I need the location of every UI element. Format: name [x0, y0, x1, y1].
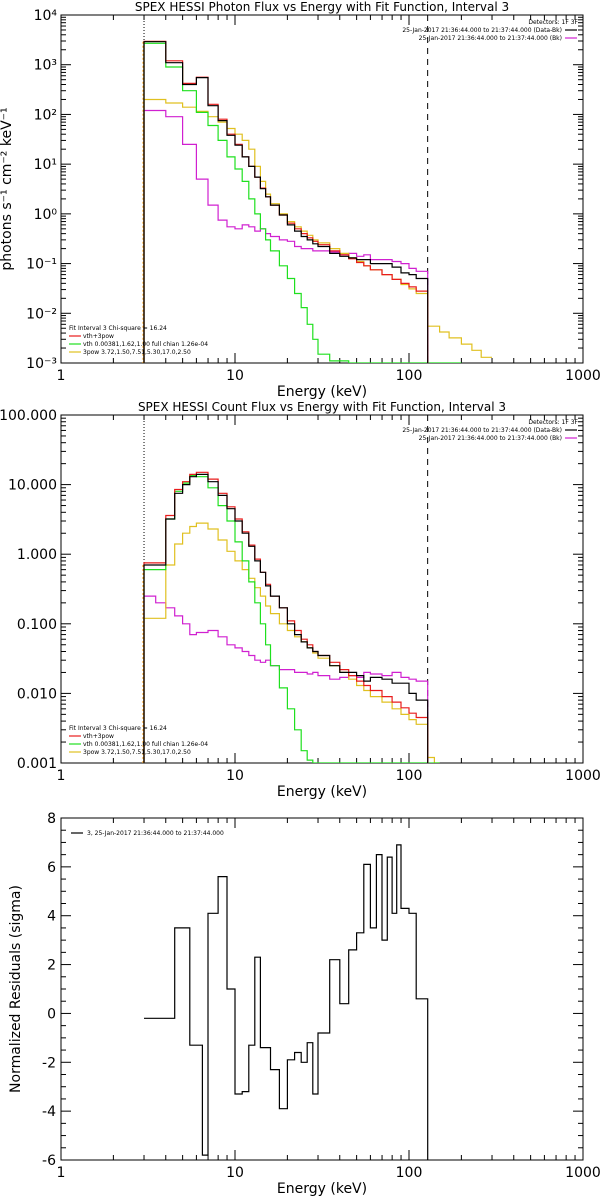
residual-legend: 3, 25-Jan-2017 21:36:44.000 to 21:37:44.…: [87, 830, 224, 837]
y-tick-label: 1.000: [17, 547, 57, 563]
y-tick-label: 0.001: [17, 756, 57, 772]
series-data-bk-line: [143, 41, 429, 363]
x-tick-label: 1000: [565, 1165, 600, 1181]
detectors-label: Detectors: 1F 3F: [528, 419, 578, 426]
y-tick-label: 2: [47, 958, 56, 974]
fit-legend-entry: vth+3pow: [83, 733, 114, 740]
x-tick-label: 10: [226, 1165, 244, 1181]
x-tick-label: 100: [396, 768, 423, 784]
series-3pow-line: [143, 98, 428, 363]
y-tick-label: 0.100: [17, 617, 57, 633]
y-tick-label: 10⁻¹: [26, 257, 57, 273]
fit-legend-entry: vth 0.00381,1.62,1.00 full chian 1.26e-0…: [83, 341, 208, 348]
y-tick-label: 10⁻³: [26, 356, 57, 372]
x-tick-label: 1000: [565, 368, 600, 384]
legend-top-entry: 25-Jan-2017 21:36:44.000 to 21:37:44.000…: [419, 435, 562, 442]
x-tick-label: 1: [57, 368, 66, 384]
y-tick-label: 4: [47, 909, 56, 925]
y-tick-label: -4: [42, 1104, 56, 1120]
x-axis-label: Energy (keV): [277, 384, 367, 400]
x-tick-label: 100: [396, 368, 423, 384]
detectors-label: Detectors: 1F 3F: [528, 19, 578, 26]
photon-flux-panel: SPEX HESSI Photon Flux vs Energy with Fi…: [0, 0, 600, 400]
y-tick-label: 10²: [34, 107, 57, 123]
plot-area: [144, 844, 429, 1160]
plot-area: [142, 415, 440, 763]
y-tick-label: -2: [42, 1055, 56, 1071]
x-tick-label: 1: [57, 1165, 66, 1181]
fit-legend-entry: Fit Interval 3 Chi-square = 16.24: [69, 725, 167, 732]
x-tick-label: 10: [226, 768, 244, 784]
y-tick-label: 10³: [34, 58, 57, 74]
fit-legend-entry: vth+3pow: [83, 333, 114, 340]
y-tick-label: 0: [47, 1006, 56, 1022]
residuals-line: [144, 844, 429, 1160]
y-tick-label: 10¹: [34, 157, 57, 173]
y-tick-label: 8: [47, 811, 56, 827]
count-flux-panel: SPEX HESSI Count Flux vs Energy with Fit…: [0, 400, 600, 800]
y-tick-label: 0.010: [17, 686, 57, 702]
fit-legend-entry: 3pow 3.72,1.50,7.51,5.30,17.0,2.50: [83, 349, 191, 356]
fit-legend-entry: 3pow 3.72,1.50,7.51,5.30,17.0,2.50: [83, 749, 191, 756]
y-tick-label: -6: [42, 1153, 56, 1169]
plot-area: [142, 15, 492, 363]
y-tick-label: 100.000: [0, 408, 57, 424]
x-axis-label: Energy (keV): [277, 784, 367, 800]
legend-top-entry: 25-Jan-2017 21:36:44.000 to 21:37:44.000…: [419, 35, 562, 42]
series-bk-line: [143, 109, 429, 363]
y-tick-label: 6: [47, 860, 56, 876]
series-data-bk-line: [143, 473, 429, 763]
chart-title: SPEX HESSI Photon Flux vs Energy with Fi…: [135, 0, 509, 14]
y-tick-label: 10⁻²: [26, 306, 57, 322]
series-vth-line: [143, 474, 428, 763]
legend-top-entry: 25-Jan-2017 21:36:44.000 to 21:37:44.000…: [402, 27, 562, 34]
plot-frame: [60, 817, 584, 1161]
x-tick-label: 1: [57, 768, 66, 784]
y-tick-label: 10.000: [8, 478, 57, 494]
fit-legend-entry: Fit Interval 3 Chi-square = 16.24: [69, 325, 167, 332]
series-3pow-tail: [427, 293, 492, 358]
x-axis-label: Energy (keV): [277, 1181, 367, 1197]
x-tick-label: 1000: [565, 768, 600, 784]
residuals-panel: 1 10 100 1000 Energy (keV) -6 -4 -2 0 2 4 6 8 Normali…: [8, 811, 600, 1197]
series-3pow-line: [143, 522, 428, 763]
y-tick-label: 10⁰: [34, 207, 58, 223]
x-tick-label: 10: [226, 368, 244, 384]
y-axis-label: photons s⁻¹ cm⁻² keV⁻¹: [0, 107, 15, 270]
plot-frame: [60, 414, 584, 764]
y-axis-label: Normalized Residuals (sigma): [8, 885, 24, 1093]
series-vth-line: [143, 42, 428, 363]
chart-title: SPEX HESSI Count Flux vs Energy with Fit…: [138, 400, 506, 414]
plot-frame: [60, 14, 584, 364]
series-3pow-tail: [427, 724, 440, 763]
legend-top-entry: 25-Jan-2017 21:36:44.000 to 21:37:44.000…: [402, 427, 562, 434]
series-vth-3pow-line: [143, 40, 429, 363]
x-tick-label: 100: [396, 1165, 423, 1181]
y-tick-label: 10⁴: [34, 8, 58, 24]
series-vth-3pow-line: [143, 471, 429, 763]
fit-legend-entry: vth 0.00381,1.62,1.00 full chian 1.26e-0…: [83, 741, 208, 748]
